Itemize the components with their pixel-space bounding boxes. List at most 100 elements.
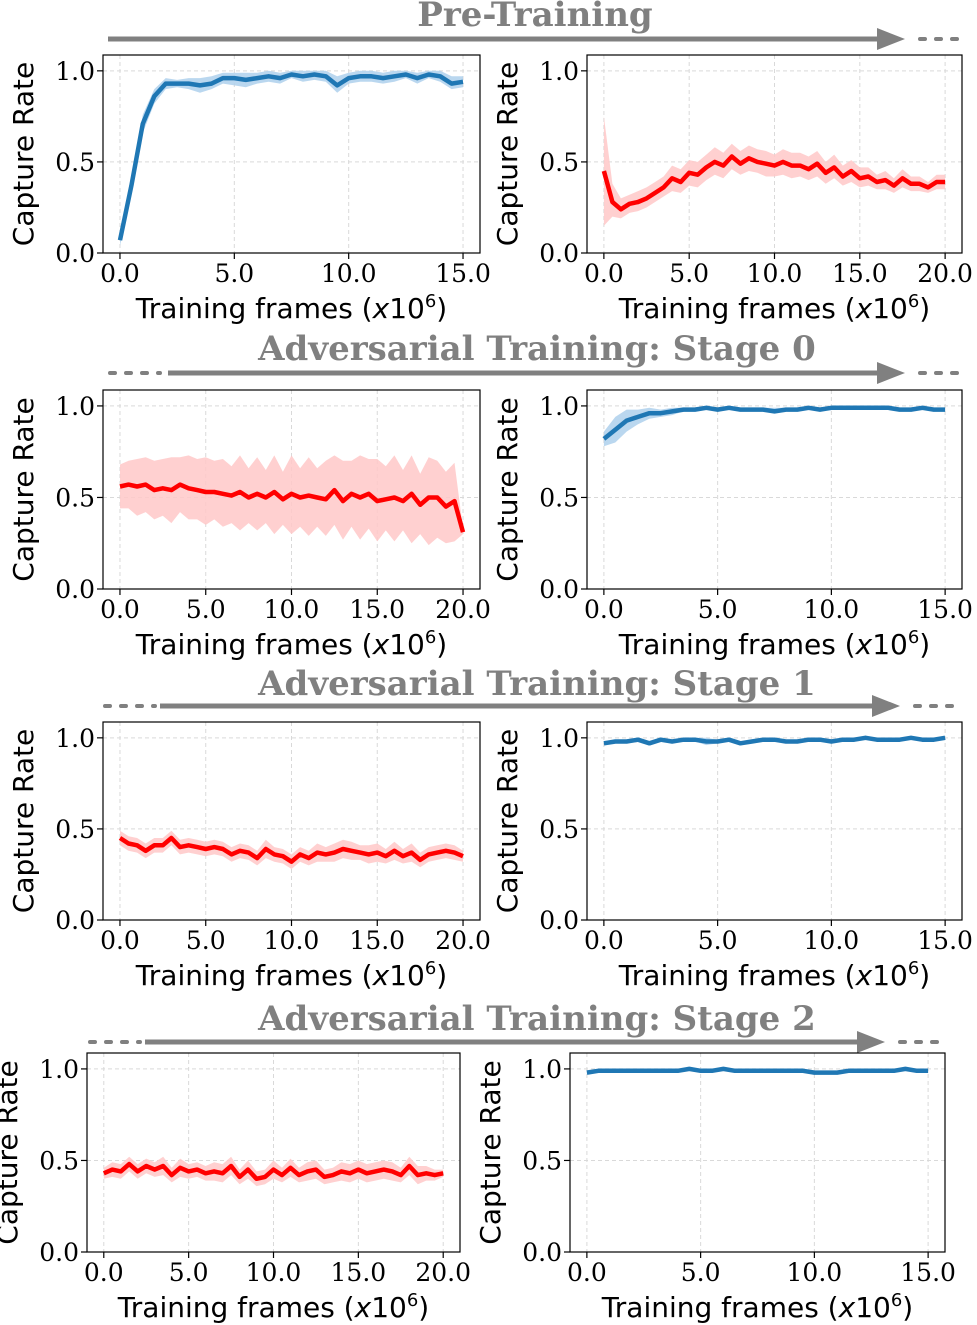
y-tick-label: 0.5 bbox=[39, 1146, 79, 1175]
y-tick-label: 1.0 bbox=[39, 1055, 79, 1084]
chart-panel: 0.0 5.0 10.0 15.0 0.0 0.5 1.0 Training frames (… bbox=[7, 54, 491, 325]
x-tick-label: 10.0 bbox=[787, 1258, 843, 1287]
y-tick-label: 0.5 bbox=[539, 815, 579, 844]
plot-frame bbox=[569, 1052, 946, 1253]
x-tick-label: 5.0 bbox=[669, 259, 709, 288]
x-tick-label: 15.0 bbox=[900, 1258, 956, 1287]
x-tick-label: 15.0 bbox=[832, 259, 888, 288]
y-axis-label: Capture Rate bbox=[474, 1060, 507, 1244]
chart-panel: 0.0 5.0 10.0 15.0 0.0 0.5 1.0 Training frames (… bbox=[491, 721, 973, 992]
confidence-band bbox=[603, 116, 946, 226]
y-tick-label: 0.0 bbox=[55, 239, 95, 268]
section-header: Adversarial Training: Stage 0 bbox=[108, 329, 967, 384]
y-tick-label: 0.0 bbox=[55, 575, 95, 604]
x-tick-label: 15.0 bbox=[349, 926, 405, 955]
x-tick-label: 15.0 bbox=[435, 259, 491, 288]
x-axis-label: Training frames (x106) bbox=[618, 958, 930, 992]
x-tick-label: 20.0 bbox=[435, 926, 491, 955]
section-header: Adversarial Training: Stage 2 bbox=[88, 999, 947, 1053]
series-line bbox=[586, 1066, 929, 1075]
x-tick-label: 10.0 bbox=[246, 1258, 302, 1287]
x-tick-label: 20.0 bbox=[415, 1258, 471, 1287]
x-tick-label: 0.0 bbox=[567, 1258, 607, 1287]
chart-panel: 0.0 5.0 10.0 15.0 20.0 0.0 0.5 1.0 Training fram… bbox=[7, 721, 491, 992]
series-line bbox=[602, 405, 946, 441]
arrow-head-icon bbox=[872, 695, 900, 717]
x-tick-label: 5.0 bbox=[169, 1258, 209, 1287]
chart-panel: 0.0 5.0 10.0 15.0 20.0 0.0 0.5 1.0 Training fram… bbox=[7, 389, 491, 661]
y-tick-label: 0.5 bbox=[55, 148, 95, 177]
x-axis-label: Training frames (x106) bbox=[117, 1290, 429, 1324]
y-tick-label: 1.0 bbox=[55, 724, 95, 753]
x-tick-label: 10.0 bbox=[264, 926, 320, 955]
y-tick-label: 0.5 bbox=[539, 483, 579, 512]
x-tick-label: 5.0 bbox=[186, 595, 226, 624]
y-axis-label: Capture Rate bbox=[491, 397, 524, 581]
section-header: Pre-Training bbox=[108, 0, 967, 50]
x-axis-label: Training frames (x106) bbox=[135, 291, 447, 325]
y-tick-label: 0.0 bbox=[539, 906, 579, 935]
chart-panel: 0.0 5.0 10.0 15.0 0.0 0.5 1.0 Training frames (… bbox=[474, 1052, 956, 1324]
x-axis-label: Training frames (x106) bbox=[135, 627, 447, 661]
x-axis-label: Training frames (x106) bbox=[618, 627, 930, 661]
x-tick-label: 10.0 bbox=[747, 259, 803, 288]
x-tick-label: 0.0 bbox=[100, 595, 140, 624]
confidence-band bbox=[120, 830, 463, 869]
x-tick-label: 10.0 bbox=[264, 595, 320, 624]
x-tick-label: 20.0 bbox=[917, 259, 973, 288]
y-axis-label: Capture Rate bbox=[491, 729, 524, 913]
y-tick-label: 0.0 bbox=[522, 1238, 562, 1267]
y-tick-label: 0.5 bbox=[539, 148, 579, 177]
section-title: Adversarial Training: Stage 1 bbox=[257, 664, 816, 704]
plot-frame bbox=[586, 389, 963, 590]
x-axis-label: Training frames (x106) bbox=[135, 958, 447, 992]
section-headers: Pre-Training Adversarial Training: Stage … bbox=[88, 0, 967, 1053]
series-line bbox=[603, 735, 946, 746]
arrow-head-icon bbox=[877, 362, 905, 384]
y-tick-label: 1.0 bbox=[539, 724, 579, 753]
chart-panel: 0.0 5.0 10.0 15.0 0.0 0.5 1.0 Training frames (… bbox=[491, 389, 973, 661]
x-tick-label: 0.0 bbox=[584, 595, 624, 624]
y-axis-label: Capture Rate bbox=[7, 397, 40, 581]
y-tick-label: 0.0 bbox=[539, 239, 579, 268]
y-tick-label: 0.5 bbox=[55, 815, 95, 844]
arrow-head-icon bbox=[857, 1031, 885, 1053]
x-axis-label: Training frames (x106) bbox=[618, 291, 930, 325]
x-tick-label: 5.0 bbox=[214, 259, 254, 288]
x-axis-label: Training frames (x106) bbox=[601, 1290, 913, 1324]
x-tick-label: 5.0 bbox=[186, 926, 226, 955]
y-tick-label: 0.5 bbox=[55, 483, 95, 512]
x-tick-label: 10.0 bbox=[321, 259, 377, 288]
y-tick-label: 1.0 bbox=[539, 392, 579, 421]
y-axis-label: Capture Rate bbox=[0, 1060, 24, 1244]
x-tick-label: 15.0 bbox=[349, 595, 405, 624]
y-tick-label: 0.5 bbox=[522, 1146, 562, 1175]
x-tick-label: 10.0 bbox=[804, 926, 860, 955]
y-axis-label: Capture Rate bbox=[491, 62, 524, 246]
confidence-band bbox=[120, 70, 463, 246]
series-line bbox=[119, 482, 466, 533]
x-tick-label: 0.0 bbox=[584, 926, 624, 955]
x-tick-label: 5.0 bbox=[698, 595, 738, 624]
y-tick-label: 1.0 bbox=[539, 57, 579, 86]
plot-frame bbox=[102, 54, 481, 254]
section-title: Adversarial Training: Stage 0 bbox=[257, 329, 816, 369]
y-tick-label: 0.0 bbox=[39, 1238, 79, 1267]
arrow-head-icon bbox=[877, 28, 905, 50]
x-tick-label: 0.0 bbox=[584, 259, 624, 288]
x-tick-label: 15.0 bbox=[917, 595, 973, 624]
x-tick-label: 5.0 bbox=[681, 1258, 721, 1287]
y-tick-label: 0.0 bbox=[55, 906, 95, 935]
x-tick-label: 15.0 bbox=[917, 926, 973, 955]
x-tick-label: 20.0 bbox=[435, 595, 491, 624]
x-tick-label: 5.0 bbox=[698, 926, 738, 955]
series-line bbox=[601, 154, 946, 212]
x-tick-label: 15.0 bbox=[331, 1258, 387, 1287]
confidence-band bbox=[120, 455, 463, 546]
chart-panel: 0.0 5.0 10.0 15.0 20.0 0.0 0.5 1.0 Training fram… bbox=[0, 1052, 471, 1324]
y-axis-label: Capture Rate bbox=[7, 729, 40, 913]
series-line bbox=[118, 835, 464, 864]
y-tick-label: 1.0 bbox=[55, 392, 95, 421]
x-tick-label: 0.0 bbox=[100, 926, 140, 955]
x-tick-label: 0.0 bbox=[84, 1258, 124, 1287]
